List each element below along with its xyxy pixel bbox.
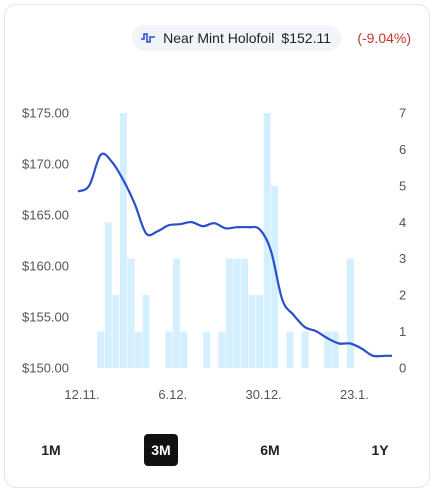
range-button-1y[interactable]: 1Y bbox=[363, 434, 397, 466]
y-right-tick-label: 3 bbox=[399, 251, 406, 266]
sales-bar bbox=[218, 331, 226, 368]
range-button-1m[interactable]: 1M bbox=[34, 434, 68, 466]
sales-bar bbox=[256, 295, 264, 368]
x-tick-label: 23.1. bbox=[340, 387, 369, 402]
sales-bar bbox=[271, 185, 279, 368]
sales-bar bbox=[241, 258, 248, 368]
sales-bar bbox=[165, 331, 173, 368]
sales-bar bbox=[248, 295, 256, 368]
sales-bar bbox=[346, 258, 354, 368]
x-tick-label: 6.12. bbox=[158, 387, 187, 402]
sales-bar bbox=[225, 258, 233, 368]
y-right-tick-label: 7 bbox=[399, 106, 406, 121]
sales-bar bbox=[104, 222, 112, 368]
y-axis-right: 7 6 5 4 3 2 1 0 bbox=[399, 106, 406, 376]
line-series-icon bbox=[140, 30, 156, 46]
sales-bars bbox=[97, 113, 354, 368]
price-chart: $175.00 $170.00 $165.00 $160.00 $155.00 $150.… bbox=[22, 106, 406, 403]
sales-bar bbox=[286, 331, 294, 368]
y-left-tick-label: $160.00 bbox=[22, 259, 69, 274]
range-button-6m[interactable]: 6M bbox=[253, 434, 287, 466]
sales-bar bbox=[119, 113, 127, 368]
sales-bar bbox=[324, 331, 332, 368]
y-right-tick-label: 2 bbox=[399, 288, 406, 303]
sales-bar bbox=[127, 258, 135, 368]
sales-bar bbox=[301, 331, 309, 368]
x-axis: 12.11. 6.12. 30.12. 23.1. bbox=[64, 387, 368, 402]
legend-series: Near Mint Holofoil $152.11 bbox=[132, 25, 341, 51]
sales-bar bbox=[172, 258, 180, 368]
price-history-card: Near Mint Holofoil $152.11 (-9.04%) bbox=[4, 4, 430, 488]
range-selector: 1M 3M 6M 1Y bbox=[0, 434, 436, 466]
x-tick-label: 30.12. bbox=[246, 387, 282, 402]
legend-current-price: $152.11 bbox=[281, 30, 331, 46]
y-axis-left: $175.00 $170.00 $165.00 $160.00 $155.00 $150.… bbox=[22, 106, 69, 376]
y-left-tick-label: $150.00 bbox=[22, 361, 69, 376]
y-left-tick-label: $175.00 bbox=[22, 106, 69, 121]
x-tick-label: 12.11. bbox=[64, 387, 99, 402]
y-right-tick-label: 0 bbox=[399, 361, 406, 376]
y-left-tick-label: $155.00 bbox=[22, 310, 69, 325]
legend-series-name: Near Mint Holofoil bbox=[163, 30, 275, 46]
sales-bar bbox=[233, 258, 241, 368]
sales-bar bbox=[112, 295, 120, 368]
y-right-tick-label: 4 bbox=[399, 215, 406, 230]
legend-price-change: (-9.04%) bbox=[357, 30, 411, 46]
price-line bbox=[77, 152, 392, 358]
range-button-3m[interactable]: 3M bbox=[144, 434, 178, 466]
y-right-tick-label: 5 bbox=[399, 178, 406, 193]
sales-bar bbox=[331, 331, 339, 368]
y-right-tick-label: 6 bbox=[399, 142, 406, 157]
y-left-tick-label: $170.00 bbox=[22, 157, 69, 172]
sales-bar bbox=[180, 331, 188, 368]
y-left-tick-label: $165.00 bbox=[22, 208, 69, 223]
sales-bar bbox=[97, 331, 105, 368]
y-right-tick-label: 1 bbox=[399, 324, 406, 339]
sales-bar bbox=[203, 331, 211, 368]
sales-bar bbox=[142, 295, 150, 368]
sales-bar bbox=[135, 331, 142, 368]
